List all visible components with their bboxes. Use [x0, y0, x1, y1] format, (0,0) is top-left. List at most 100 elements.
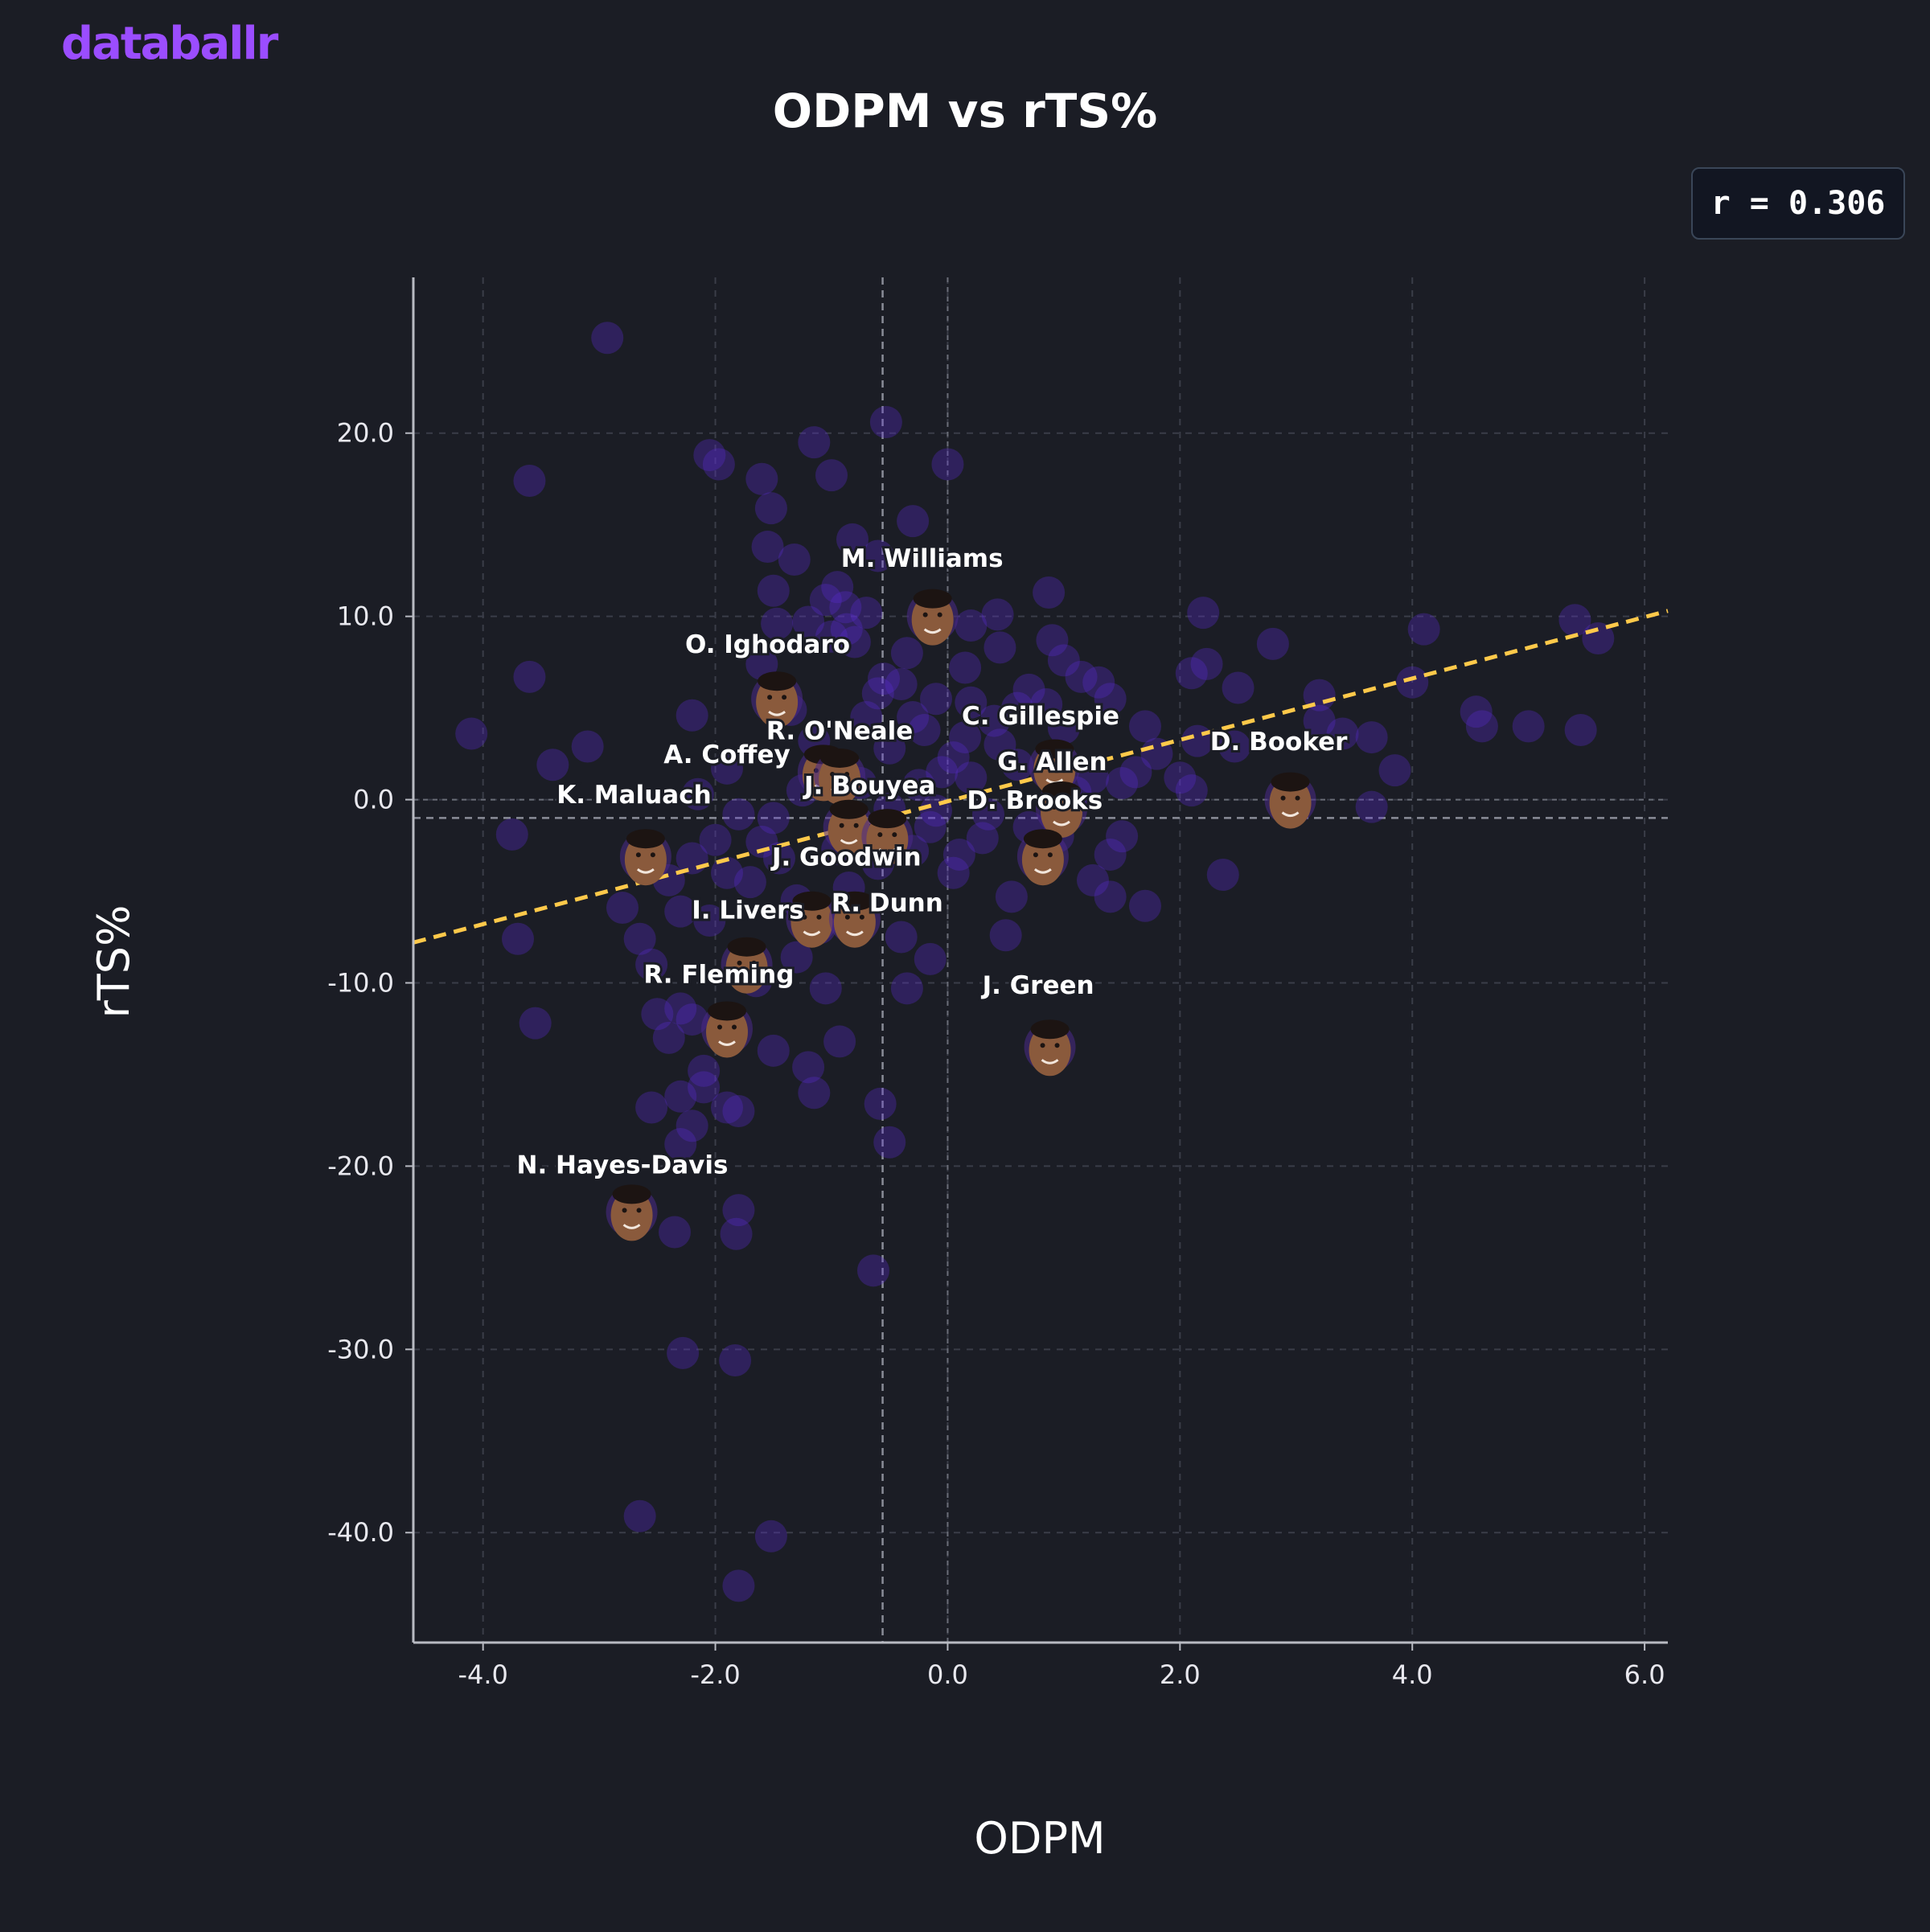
data-point [809, 584, 842, 617]
data-point [897, 505, 930, 538]
player-label: J. Green [981, 971, 1094, 1000]
data-point [850, 597, 883, 630]
avatar-smile [845, 930, 864, 937]
data-point [733, 866, 766, 899]
player-label: M. Williams [841, 544, 1004, 573]
avatar-smile [803, 930, 821, 937]
data-point [1326, 717, 1359, 750]
data-point [519, 1007, 552, 1040]
data-point [681, 777, 714, 810]
data-point [571, 730, 604, 763]
player-label: N. Hayes-Davis [517, 1151, 729, 1180]
data-point [873, 732, 906, 765]
data-point [676, 1110, 708, 1142]
data-point [857, 1254, 889, 1287]
avatar-eye [802, 914, 807, 920]
data-point [1355, 790, 1388, 823]
avatar-smile [840, 839, 858, 845]
data-point [664, 895, 697, 928]
data-point [1564, 713, 1597, 746]
player-label: I. Livers [692, 896, 803, 925]
avatar-eye [853, 822, 859, 828]
avatar-eye [1045, 762, 1050, 768]
x-tick-label: 0.0 [927, 1659, 968, 1690]
data-point [513, 464, 546, 497]
data-point [890, 637, 923, 670]
data-point [591, 322, 624, 355]
data-point [792, 1051, 825, 1084]
data-point [1465, 710, 1498, 743]
data-point [1164, 761, 1197, 794]
avatar-smile [923, 628, 942, 634]
avatar-smile [636, 868, 655, 874]
data-point [1460, 695, 1493, 728]
data-point [1181, 724, 1213, 757]
avatar-eye [816, 914, 822, 920]
avatar-eye [737, 960, 742, 966]
data-point [949, 721, 982, 754]
player-label: K. Maluach [556, 781, 711, 810]
data-point [1030, 688, 1063, 721]
data-point [1407, 613, 1440, 646]
data-point [757, 574, 790, 607]
avatar-eye [1295, 795, 1300, 801]
data-point [873, 1126, 906, 1159]
data-point [955, 761, 988, 794]
avatar-hair [1042, 781, 1081, 801]
y-tick-label: 20.0 [337, 418, 394, 449]
data-point [1001, 691, 1034, 724]
avatar-eye [844, 771, 850, 777]
avatar-smile [622, 1224, 641, 1229]
avatar-eye [1052, 804, 1057, 810]
data-point [763, 842, 795, 875]
avatar-eye [1059, 762, 1065, 768]
data-point [1222, 671, 1254, 704]
data-point [745, 825, 778, 858]
data-point [664, 992, 697, 1025]
data-point [536, 749, 569, 781]
data-point [792, 605, 825, 638]
databallr-logo: databallr [61, 18, 278, 70]
avatar-eye [937, 612, 942, 617]
avatar-eye [1054, 1043, 1060, 1048]
tick-labels: -4.0 -2.0 0.0 2.0 4.0 6.0 -40.0 -30.0 -20.0 -10.0… [327, 418, 1665, 1690]
data-point [455, 717, 488, 750]
data-point [809, 972, 842, 1005]
x-tick-label: -4.0 [458, 1659, 507, 1690]
data-point [1094, 838, 1127, 871]
player-label: R. Fleming [643, 960, 794, 989]
data-point [745, 647, 778, 680]
data-point [1119, 756, 1152, 789]
data-point [983, 728, 1016, 761]
data-point [722, 1569, 755, 1602]
data-point [676, 1003, 708, 1036]
data-point [702, 448, 735, 481]
player-avatar [751, 671, 803, 728]
avatar-smile [1053, 820, 1070, 827]
data-point [1396, 666, 1429, 699]
grid-lines [413, 277, 1668, 1643]
avatar-eye [717, 1024, 722, 1030]
data-point [722, 1194, 755, 1227]
avatar-eye [839, 822, 844, 828]
data-point [688, 1054, 721, 1087]
data-point [754, 492, 787, 525]
data-point [1077, 863, 1109, 896]
avatar-eye [635, 852, 641, 858]
y-tick-label: 0.0 [353, 785, 394, 815]
data-point [719, 1344, 752, 1377]
avatar-eye [732, 1024, 737, 1030]
avatar-eye [622, 1208, 627, 1213]
player-avatar [906, 589, 959, 646]
data-point [623, 1499, 656, 1532]
data-point [641, 998, 674, 1031]
data-point [815, 620, 848, 653]
data-point [885, 667, 918, 700]
data-point [1047, 644, 1080, 677]
avatar-hair [829, 799, 868, 819]
data-point [623, 922, 656, 955]
data-point [1355, 721, 1388, 754]
data-point [829, 591, 862, 624]
data-point [676, 699, 708, 732]
